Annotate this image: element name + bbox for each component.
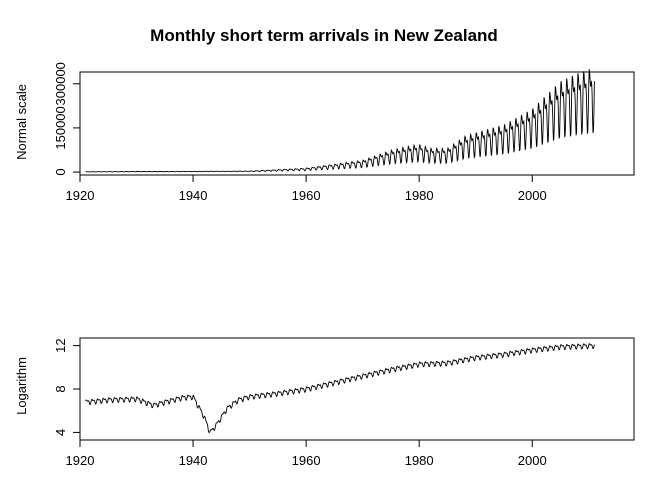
x-axis-bottom: 1920 1940 1960 1980 2000 (66, 440, 547, 468)
y-axis-label-top: Normal scale (14, 84, 29, 160)
y-tick-label: 0 (53, 168, 68, 175)
panel-bottom: 1920 1940 1960 1980 2000 4 8 12 Logarithm (14, 337, 635, 468)
y-tick-label: 8 (53, 385, 68, 392)
chart-title: Monthly short term arrivals in New Zeala… (150, 26, 498, 45)
x-tick-label: 1940 (179, 188, 208, 203)
y-axis-bottom: 4 8 12 (53, 338, 80, 436)
x-tick-label: 1980 (405, 453, 434, 468)
plot-frame-top (79, 71, 635, 176)
plot-frame-bottom (79, 337, 635, 441)
x-tick-label: 1960 (292, 188, 321, 203)
y-tick-label: 300000 (53, 62, 68, 105)
x-axis-top: 1920 1940 1960 1980 2000 (66, 175, 547, 203)
x-tick-label: 2000 (518, 453, 547, 468)
x-tick-label: 1980 (405, 188, 434, 203)
x-tick-label: 1940 (179, 453, 208, 468)
x-tick-label: 2000 (518, 188, 547, 203)
y-axis-label-bottom: Logarithm (14, 357, 29, 415)
y-tick-label: 150000 (53, 106, 68, 149)
x-tick-label: 1960 (292, 453, 321, 468)
y-tick-label: 12 (53, 338, 68, 352)
x-tick-label: 1920 (66, 453, 95, 468)
x-tick-label: 1920 (66, 188, 95, 203)
series-line-bottom (85, 343, 595, 434)
y-tick-label: 4 (53, 429, 68, 436)
series-line-top (85, 69, 595, 173)
